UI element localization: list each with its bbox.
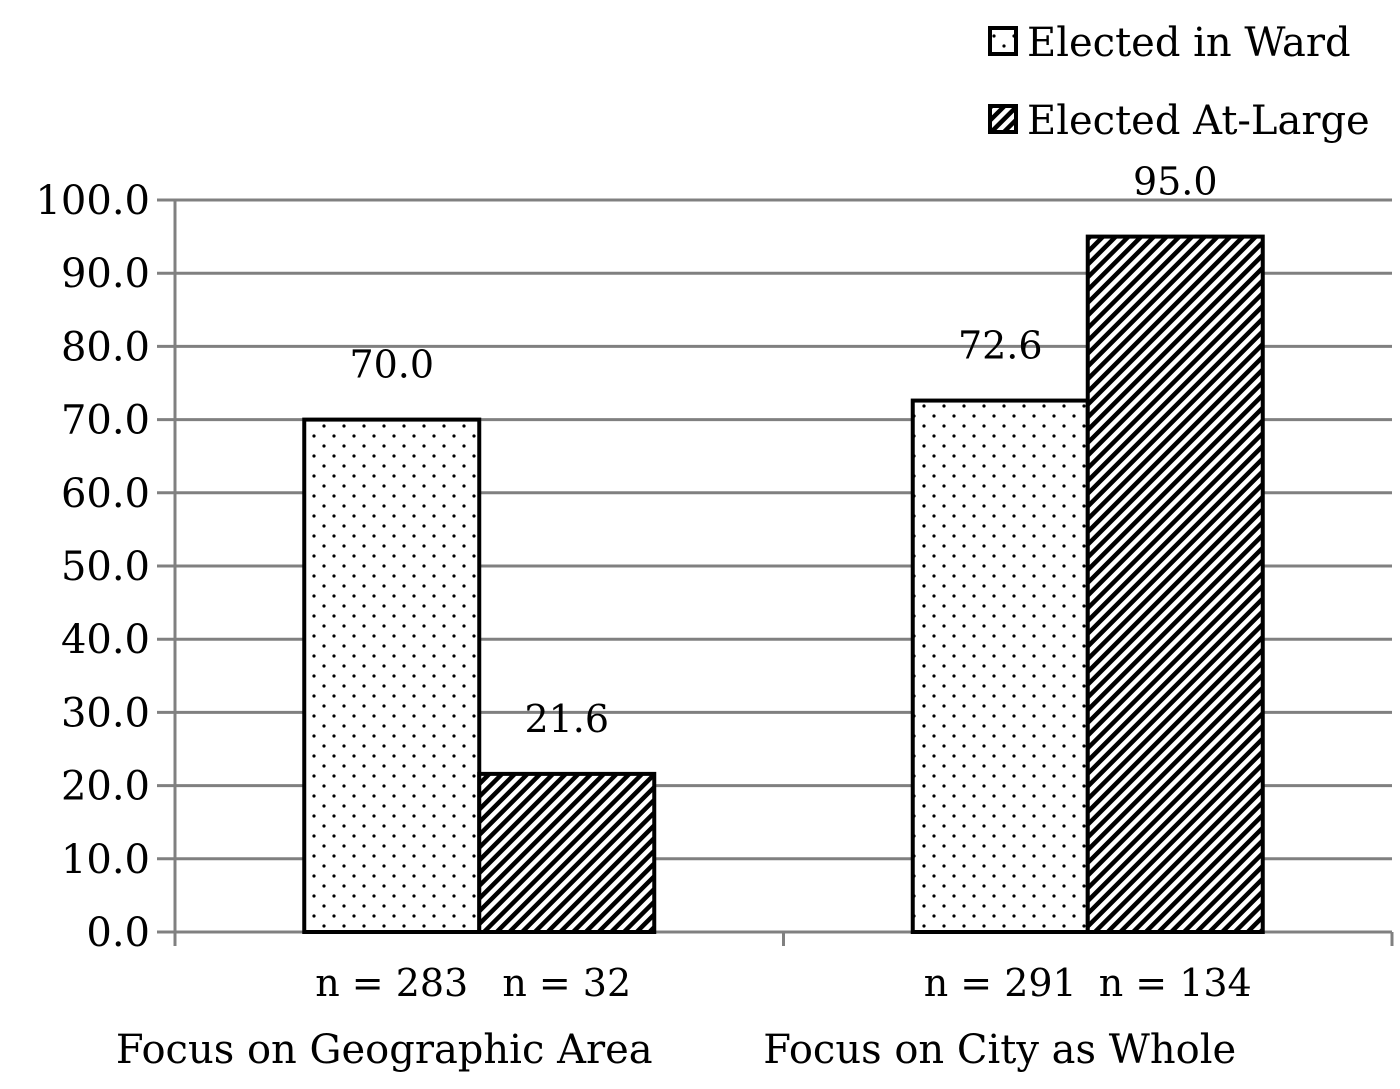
axes xyxy=(173,200,1394,946)
value-label: 70.0 xyxy=(349,343,434,387)
y-tick-label: 100.0 xyxy=(35,178,150,224)
y-tick-label: 50.0 xyxy=(61,544,150,590)
y-tick-label: 80.0 xyxy=(61,324,150,370)
sample-size-label: n = 134 xyxy=(1099,961,1252,1005)
y-tick-label: 70.0 xyxy=(61,398,150,444)
y-tick-label: 40.0 xyxy=(61,617,150,663)
y-tick-label: 90.0 xyxy=(61,251,150,297)
legend: Elected in Ward Elected At-Large xyxy=(988,20,1370,144)
sample-size-label: n = 283 xyxy=(315,961,468,1005)
sample-size-label: n = 291 xyxy=(924,961,1077,1005)
legend-label: Elected At-Large xyxy=(1027,98,1370,144)
bars xyxy=(302,234,1265,935)
category-label: Focus on Geographic Area xyxy=(116,1027,653,1073)
labels: 70.0 n = 283 21.6 n = 32 Focus on Geographic… xyxy=(116,160,1252,1073)
bar-elected-at-large xyxy=(477,771,657,934)
legend-label: Elected in Ward xyxy=(1027,20,1351,66)
legend-stripes-swatch-icon xyxy=(988,104,1018,134)
category-label: Focus on City as Whole xyxy=(763,1027,1236,1073)
bar-elected-in-ward xyxy=(910,398,1090,934)
value-label: 95.0 xyxy=(1133,160,1218,204)
y-tick-label: 30.0 xyxy=(61,690,150,736)
y-tick-label: 0.0 xyxy=(86,910,150,956)
bar-elected-at-large xyxy=(1085,234,1265,935)
y-tick-label: 20.0 xyxy=(61,764,150,810)
y-tick-label: 60.0 xyxy=(61,471,150,517)
legend-dots-swatch-icon xyxy=(988,26,1018,56)
sample-size-label: n = 32 xyxy=(502,961,631,1005)
y-tick-label: 10.0 xyxy=(61,837,150,883)
value-label: 21.6 xyxy=(524,697,609,741)
value-label: 72.6 xyxy=(958,324,1043,368)
bar-elected-in-ward xyxy=(302,417,482,935)
